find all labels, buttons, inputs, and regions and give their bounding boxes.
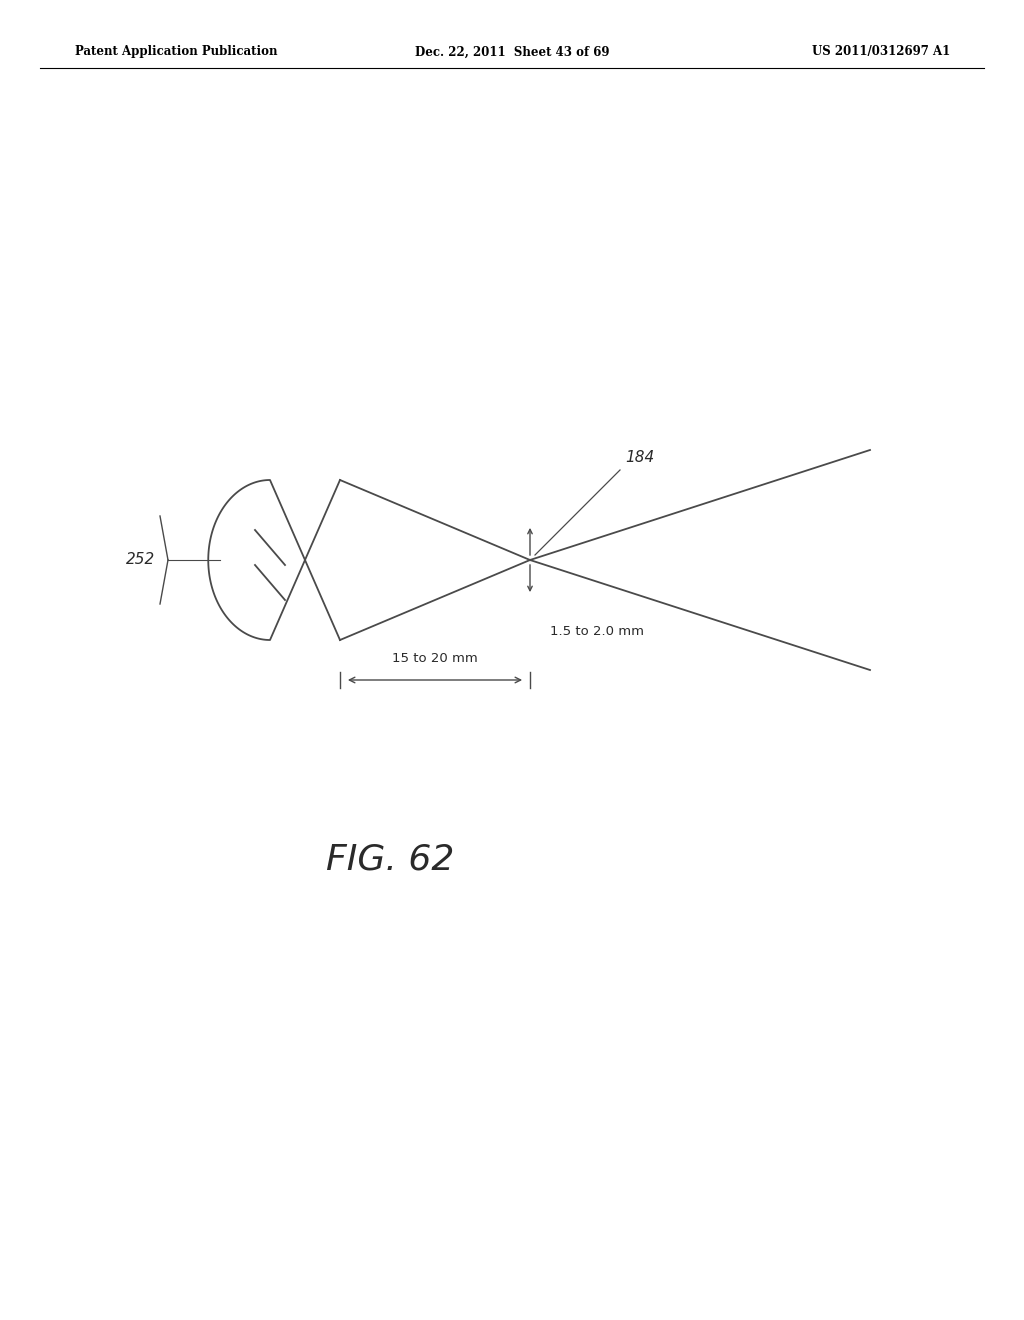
Text: 15 to 20 mm: 15 to 20 mm	[392, 652, 478, 665]
Text: US 2011/0312697 A1: US 2011/0312697 A1	[812, 45, 950, 58]
Text: Dec. 22, 2011  Sheet 43 of 69: Dec. 22, 2011 Sheet 43 of 69	[415, 45, 609, 58]
Text: FIG. 62: FIG. 62	[326, 843, 455, 876]
Text: 184: 184	[625, 450, 654, 465]
Text: 1.5 to 2.0 mm: 1.5 to 2.0 mm	[550, 624, 644, 638]
Text: 252: 252	[126, 553, 155, 568]
Text: Patent Application Publication: Patent Application Publication	[75, 45, 278, 58]
